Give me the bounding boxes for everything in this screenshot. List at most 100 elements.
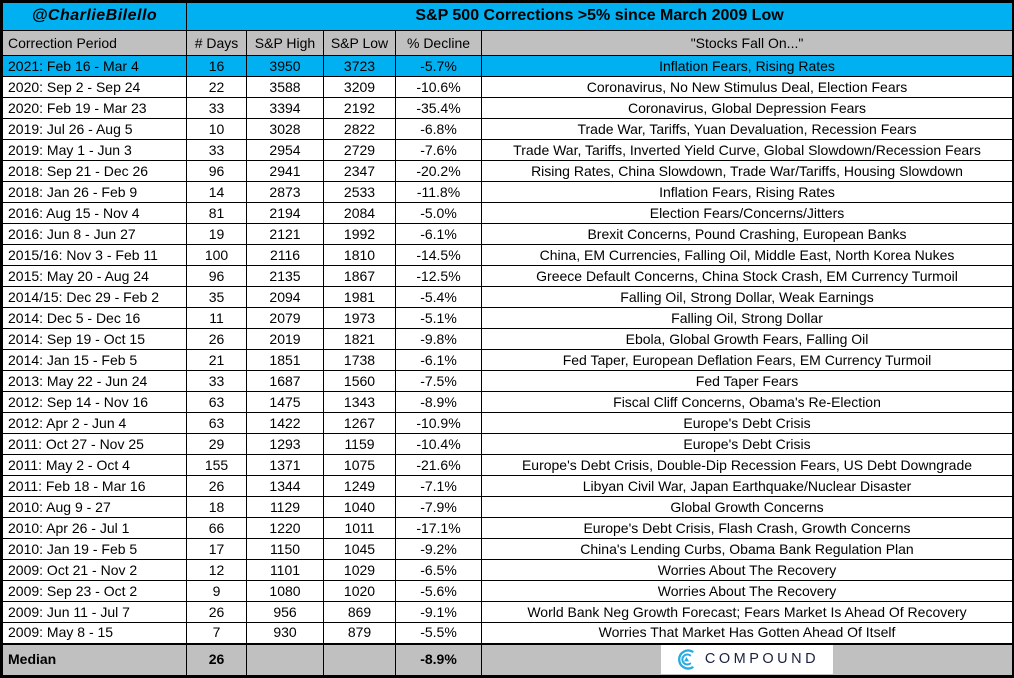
cell-days: 21: [186, 349, 247, 371]
table-row: 2016: Jun 8 - Jun 27 19 2121 1992 -6.1% Brexi…: [2, 223, 1014, 245]
table-row: 2015: May 20 - Aug 24 96 2135 1867 -12.5% Gre…: [2, 265, 1014, 287]
cell-high: 2079: [246, 307, 324, 329]
cell-reason: Europe's Debt Crisis: [480, 412, 1014, 434]
cell-decline: -35.4%: [395, 97, 482, 119]
cell-high: 3588: [246, 76, 324, 98]
table-row: 2010: Aug 9 - 27 18 1129 1040 -7.9% Global Gr…: [2, 496, 1014, 518]
cell-reason: Coronavirus, Global Depression Fears: [480, 97, 1014, 119]
cell-period: 2013: May 22 - Jun 24: [2, 370, 187, 392]
cell-days: 9: [186, 580, 247, 602]
cell-low: 879: [323, 622, 396, 644]
cell-low: 1075: [323, 454, 396, 476]
cell-high: 2954: [246, 139, 324, 161]
table-row: 2019: Jul 26 - Aug 5 10 3028 2822 -6.8% Trade…: [2, 118, 1014, 140]
cell-days: 81: [186, 202, 247, 224]
cell-days: 35: [186, 286, 247, 308]
column-header-row: Correction Period # Days S&P High S&P Low% …: [2, 30, 1014, 56]
compound-logo: COMPOUND: [660, 645, 834, 675]
table-row: 2009: Sep 23 - Oct 2 9 1080 1020 -5.6% Worrie…: [2, 580, 1014, 602]
cell-days: 63: [186, 412, 247, 434]
cell-days: 12: [186, 559, 247, 581]
colhead-days: # Days: [186, 30, 247, 56]
cell-low: 1981: [323, 286, 396, 308]
cell-low: 1020: [323, 580, 396, 602]
cell-decline: -10.4%: [395, 433, 482, 455]
cell-period: 2016: Aug 15 - Nov 4: [2, 202, 187, 224]
cell-decline: -7.1%: [395, 475, 482, 497]
cell-reason: Falling Oil, Strong Dollar: [480, 307, 1014, 329]
cell-days: 63: [186, 391, 247, 413]
cell-decline: -9.1%: [395, 601, 482, 623]
cell-decline: -20.2%: [395, 160, 482, 182]
cell-decline: -7.6%: [395, 139, 482, 161]
cell-high: 1475: [246, 391, 324, 413]
cell-days: 18: [186, 496, 247, 518]
compound-logo-icon: [678, 649, 694, 670]
table-row: 2013: May 22 - Jun 24 33 1687 1560 -7.5% Fed …: [2, 370, 1014, 392]
cell-period: 2014/15: Dec 29 - Feb 2: [2, 286, 187, 308]
colhead-period: Correction Period: [2, 30, 187, 56]
cell-period: 2009: Jun 11 - Jul 7: [2, 601, 187, 623]
cell-reason: Europe's Debt Crisis: [480, 433, 1014, 455]
cell-period: 2009: Oct 21 - Nov 2: [2, 559, 187, 581]
table-row: 2014/15: Dec 29 - Feb 2 35 2094 1981 -5.4% Fa…: [2, 286, 1014, 308]
cell-period: 2018: Jan 26 - Feb 9: [2, 181, 187, 203]
cell-reason: Europe's Debt Crisis, Double-Dip Recessi…: [480, 454, 1014, 476]
cell-low: 2084: [323, 202, 396, 224]
cell-days: 14: [186, 181, 247, 203]
cell-low: 1267: [323, 412, 396, 434]
colhead-reason: "Stocks Fall On...": [480, 30, 1014, 56]
cell-low: 1029: [323, 559, 396, 581]
cell-decline: -5.6%: [395, 580, 482, 602]
cell-reason: Fiscal Cliff Concerns, Obama's Re-Electi…: [480, 391, 1014, 413]
colhead-low: S&P Low: [323, 30, 396, 56]
cell-reason: Fed Taper Fears: [480, 370, 1014, 392]
cell-reason: Worries About The Recovery: [480, 559, 1014, 581]
cell-reason: Trade War, Tariffs, Yuan Devaluation, Re…: [480, 118, 1014, 140]
cell-days: 26: [186, 328, 247, 350]
cell-high: 930: [246, 622, 324, 644]
median-days: 26: [186, 642, 247, 676]
cell-decline: -10.6%: [395, 76, 482, 98]
table-row: 2020: Sep 2 - Sep 24 22 3588 3209 -10.6% Coro…: [2, 76, 1014, 98]
cell-low: 1821: [323, 328, 396, 350]
cell-reason: World Bank Neg Growth Forecast; Fears Ma…: [480, 601, 1014, 623]
table-row: 2018: Sep 21 - Dec 26 96 2941 2347 -20.2% Ris…: [2, 160, 1014, 182]
cell-high: 2019: [246, 328, 324, 350]
cell-period: 2009: May 8 - 15: [2, 622, 187, 644]
cell-period: 2010: Jan 19 - Feb 5: [2, 538, 187, 560]
table-row: 2020: Feb 19 - Mar 23 33 3394 2192 -35.4% Cor…: [2, 97, 1014, 119]
cell-period: 2015/16: Nov 3 - Feb 11: [2, 244, 187, 266]
cell-high: 1220: [246, 517, 324, 539]
cell-decline: -9.2%: [395, 538, 482, 560]
cell-low: 3209: [323, 76, 396, 98]
cell-high: 2121: [246, 223, 324, 245]
table-row: 2018: Jan 26 - Feb 9 14 2873 2533 -11.8% Infl…: [2, 181, 1014, 203]
cell-days: 16: [186, 55, 247, 77]
cell-period: 2012: Apr 2 - Jun 4: [2, 412, 187, 434]
cell-high: 1293: [246, 433, 324, 455]
cell-high: 3950: [246, 55, 324, 77]
table-row: 2011: Feb 18 - Mar 16 26 1344 1249 -7.1% Liby…: [2, 475, 1014, 497]
cell-days: 17: [186, 538, 247, 560]
cell-high: 2094: [246, 286, 324, 308]
median-row: Median 26 -8.9% COMPOUND: [2, 642, 1014, 676]
cell-reason: Global Growth Concerns: [480, 496, 1014, 518]
cell-decline: -5.0%: [395, 202, 482, 224]
cell-period: 2012: Sep 14 - Nov 16: [2, 391, 187, 413]
cell-high: 1101: [246, 559, 324, 581]
cell-high: 956: [246, 601, 324, 623]
table-row: 2019: May 1 - Jun 3 33 2954 2729 -7.6% Trade …: [2, 139, 1014, 161]
table-row: 2011: Oct 27 - Nov 25 29 1293 1159 -10.4% Eur…: [2, 433, 1014, 455]
cell-high: 2116: [246, 244, 324, 266]
table-row: 2012: Sep 14 - Nov 16 63 1475 1343 -8.9% Fisc…: [2, 391, 1014, 413]
cell-reason: Europe's Debt Crisis, Flash Crash, Growt…: [480, 517, 1014, 539]
cell-decline: -17.1%: [395, 517, 482, 539]
cell-period: 2014: Jan 15 - Feb 5: [2, 349, 187, 371]
cell-low: 2822: [323, 118, 396, 140]
cell-decline: -6.8%: [395, 118, 482, 140]
cell-days: 10: [186, 118, 247, 140]
cell-high: 1371: [246, 454, 324, 476]
